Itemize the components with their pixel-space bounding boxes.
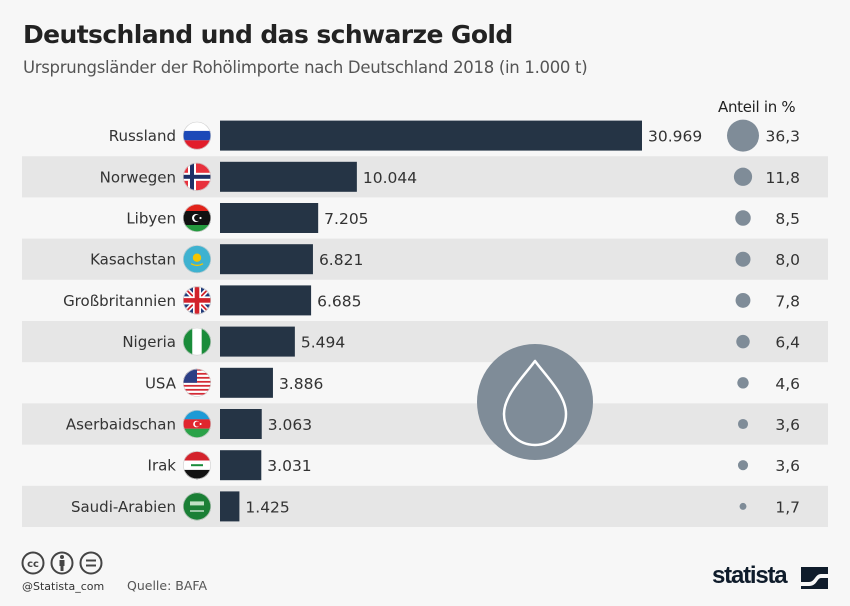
by-icon	[50, 551, 74, 575]
bar	[220, 161, 357, 192]
cc-icon: cc	[21, 551, 45, 575]
share-bubble	[737, 418, 749, 430]
value-label: 30.969	[648, 128, 702, 146]
chart-row: Nigeria 5.494 6,4	[122, 326, 800, 357]
share-bubble	[737, 460, 749, 471]
share-label: 3,6	[775, 416, 800, 434]
share-label: 3,6	[775, 457, 800, 475]
russia-flag-icon	[183, 121, 211, 150]
libya-flag-icon	[183, 204, 211, 232]
row-stripe	[22, 156, 828, 198]
statista-logo-icon	[801, 567, 828, 589]
value-label: 3.031	[267, 457, 311, 475]
nd-icon	[79, 551, 103, 575]
share-column-header: Anteil in %	[718, 98, 796, 116]
category-label: Irak	[148, 457, 177, 475]
row-stripe	[22, 485, 828, 527]
category-label: USA	[145, 374, 177, 392]
bar	[220, 367, 273, 398]
chart-row: Norwegen 10.044 11,8	[100, 161, 800, 192]
chart-row: Russland 30.969 36,3	[109, 119, 800, 152]
share-bubble	[736, 334, 750, 349]
value-label: 6.685	[317, 292, 361, 310]
share-bubble	[727, 119, 759, 152]
source-label: Quelle: BAFA	[127, 578, 207, 593]
value-label: 1.425	[245, 498, 289, 516]
license-icons: cc	[21, 551, 103, 575]
category-label: Norwegen	[100, 168, 176, 186]
share-label: 1,7	[775, 498, 800, 516]
share-bubble	[737, 377, 749, 389]
bar	[220, 244, 313, 275]
value-label: 10.044	[363, 169, 417, 187]
chart-row: Großbritannien 6.685 7,8	[63, 285, 800, 316]
chart-row: Irak 3.031 3,6	[148, 450, 800, 481]
norway-flag-icon	[183, 162, 211, 191]
category-label: Großbritannien	[63, 292, 176, 310]
chart-row: Libyen 7.205 8,5	[126, 203, 800, 233]
united-kingdom-flag-icon	[183, 286, 211, 315]
share-label: 8,0	[775, 251, 800, 269]
statista-handle[interactable]: @Statista_com	[22, 580, 105, 593]
share-label: 4,6	[775, 375, 800, 393]
value-label: 7.205	[324, 210, 368, 228]
usa-flag-icon	[183, 368, 211, 397]
category-label: Russland	[109, 127, 176, 145]
value-label: 6.821	[319, 251, 363, 269]
svg-text:cc: cc	[27, 559, 39, 570]
share-bubble	[735, 292, 751, 308]
row-stripe	[22, 403, 828, 445]
value-label: 5.494	[301, 334, 345, 352]
share-bubble	[735, 251, 751, 267]
category-label: Kasachstan	[90, 251, 176, 269]
value-label: 3.886	[279, 375, 323, 393]
iraq-flag-icon	[183, 451, 211, 480]
bar	[220, 203, 319, 233]
bar	[220, 285, 312, 316]
kazakhstan-flag-icon	[183, 245, 211, 274]
chart-row: Kasachstan 6.821 8,0	[90, 244, 800, 275]
nigeria-flag-icon	[183, 327, 211, 356]
statista-logo[interactable]: statista	[712, 562, 788, 589]
azerbaijan-flag-icon	[183, 410, 211, 438]
row-stripe	[22, 238, 828, 280]
share-bubble	[735, 210, 751, 226]
value-label: 3.063	[268, 416, 312, 434]
chart-row: USA 3.886 4,6	[145, 367, 800, 398]
decor-circle	[477, 344, 593, 460]
share-label: 8,5	[775, 210, 800, 228]
oil-drop-decoration	[477, 344, 593, 460]
row-stripe	[22, 321, 828, 363]
bar	[220, 450, 262, 481]
chart-subtitle: Ursprungsländer der Rohölimporte nach De…	[23, 58, 588, 77]
bar	[220, 326, 295, 357]
share-label: 7,8	[775, 292, 800, 310]
category-label: Saudi-Arabien	[71, 498, 176, 516]
oil-drop-icon	[502, 359, 568, 447]
saudi-arabia-flag-icon	[183, 492, 211, 521]
share-bubble	[733, 167, 753, 186]
chart-row: Saudi-Arabien 1.425 1,7	[71, 491, 800, 522]
share-label: 6,4	[775, 334, 800, 352]
chart-row: Aserbaidschan 3.063 3,6	[66, 409, 800, 439]
share-label: 11,8	[765, 169, 800, 187]
bar	[220, 409, 262, 439]
bar	[220, 491, 240, 522]
bar	[220, 120, 642, 151]
share-bubble	[739, 502, 747, 510]
category-label: Aserbaidschan	[66, 416, 176, 434]
category-label: Nigeria	[122, 333, 176, 351]
share-label: 36,3	[765, 128, 800, 146]
chart-title: Deutschland und das schwarze Gold	[23, 20, 513, 49]
category-label: Libyen	[126, 210, 176, 228]
